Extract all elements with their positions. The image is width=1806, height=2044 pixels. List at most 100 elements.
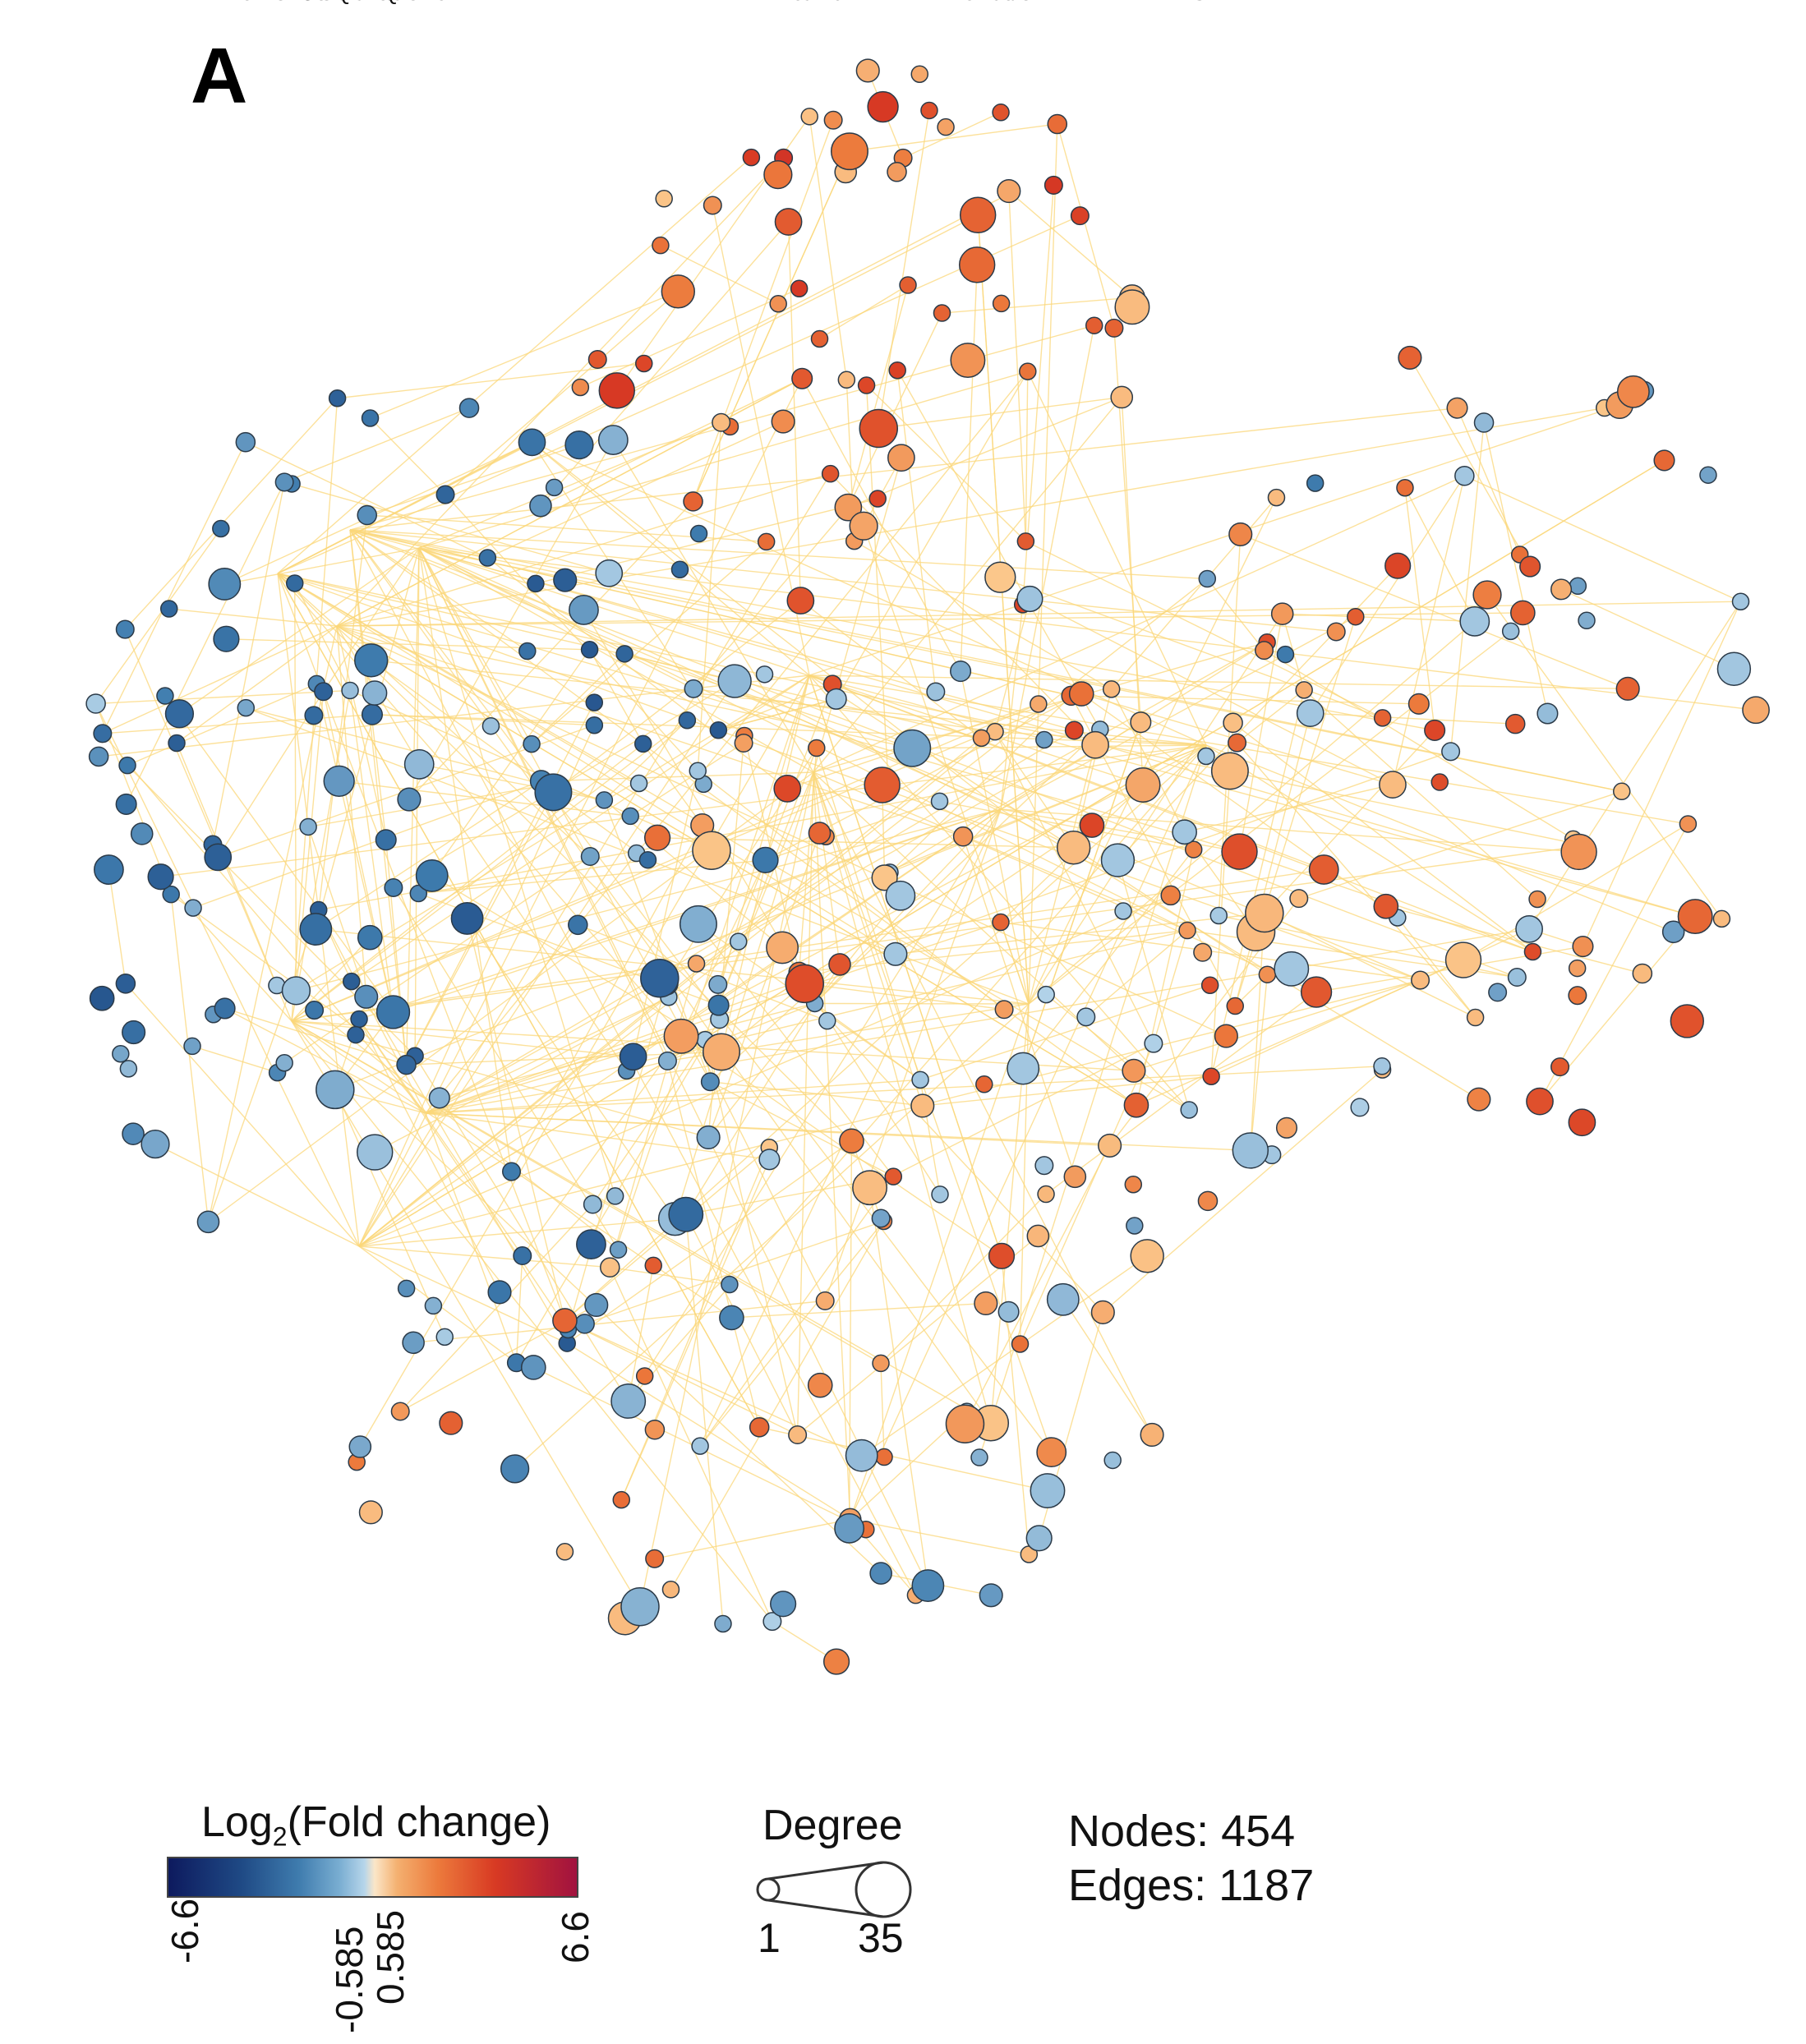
network-edge bbox=[603, 720, 688, 801]
network-node bbox=[1016, 585, 1044, 613]
network-edge bbox=[418, 547, 616, 1197]
network-node bbox=[598, 372, 635, 409]
network-node bbox=[112, 1045, 130, 1063]
network-edge bbox=[366, 444, 580, 516]
network-node bbox=[397, 787, 422, 812]
network-node bbox=[141, 1129, 170, 1159]
network-edge bbox=[1206, 578, 1265, 651]
network-edge bbox=[291, 1020, 773, 1623]
network-node bbox=[1076, 1007, 1096, 1027]
network-edge bbox=[102, 733, 426, 1114]
network-edge bbox=[1085, 930, 1188, 1018]
network-edge bbox=[1008, 191, 1133, 298]
network-node bbox=[615, 645, 633, 663]
network-node bbox=[1130, 711, 1152, 734]
network-edge bbox=[1303, 689, 1538, 900]
network-edge bbox=[994, 731, 1154, 1044]
network-edge bbox=[336, 612, 1523, 627]
node-label: SNRPD2 bbox=[375, 0, 462, 5]
network-edge bbox=[418, 859, 648, 895]
network-edge bbox=[1045, 994, 1190, 1111]
network-node bbox=[830, 132, 868, 171]
node-label: SNRPF bbox=[314, 0, 386, 5]
network-node bbox=[576, 1229, 606, 1260]
network-edge bbox=[170, 894, 210, 1222]
network-edge bbox=[296, 808, 1002, 992]
network-node bbox=[341, 681, 359, 700]
network-node bbox=[1454, 465, 1475, 486]
network-edge bbox=[418, 763, 628, 1071]
network-edge bbox=[154, 1143, 360, 1247]
network-node bbox=[487, 1280, 512, 1305]
network-node bbox=[584, 1292, 609, 1318]
network-node bbox=[534, 773, 573, 812]
network-node bbox=[679, 905, 717, 943]
network-edge bbox=[522, 1035, 682, 1256]
network-edge bbox=[654, 1518, 850, 1559]
network-node bbox=[644, 1419, 666, 1440]
network-edge bbox=[1028, 630, 1512, 1005]
network-edge bbox=[418, 547, 532, 744]
network-node bbox=[1100, 843, 1136, 877]
network-edge bbox=[799, 929, 1188, 974]
network-node bbox=[162, 885, 180, 904]
network-edge bbox=[804, 983, 1005, 1010]
network-node bbox=[1258, 965, 1277, 983]
network-edge bbox=[277, 157, 752, 574]
network-node bbox=[1197, 1190, 1219, 1212]
network-node bbox=[1226, 997, 1244, 1015]
network-node bbox=[304, 706, 324, 725]
network-edge bbox=[809, 674, 1629, 690]
network-node bbox=[585, 693, 604, 711]
colorbar-title: Log2(Fold change) bbox=[201, 1798, 551, 1852]
network-edge bbox=[1409, 357, 1531, 567]
network-node bbox=[347, 1025, 365, 1044]
network-edge bbox=[809, 674, 1689, 825]
network-node bbox=[709, 720, 728, 739]
network-node bbox=[1267, 488, 1286, 507]
network-edge bbox=[277, 441, 532, 574]
network-node bbox=[580, 641, 599, 659]
network-edge bbox=[692, 120, 834, 502]
network-node bbox=[933, 304, 951, 322]
network-node bbox=[518, 428, 546, 457]
network-edge bbox=[813, 397, 1122, 773]
network-node bbox=[1632, 963, 1653, 984]
network-node bbox=[992, 294, 1011, 313]
network-edge bbox=[336, 625, 1137, 1106]
network-node bbox=[1306, 474, 1325, 492]
network-edge bbox=[1028, 620, 1476, 1005]
network-edge bbox=[1264, 912, 1476, 1019]
network-edge bbox=[813, 771, 924, 1107]
network-node bbox=[839, 1128, 864, 1154]
network-node bbox=[1526, 1087, 1554, 1116]
network-edge bbox=[510, 825, 703, 1172]
network-node bbox=[450, 901, 484, 935]
network-edge bbox=[813, 771, 1153, 1435]
network-edge bbox=[878, 110, 930, 429]
network-node bbox=[1122, 1058, 1146, 1083]
network-edge bbox=[349, 529, 1208, 580]
network-node bbox=[652, 236, 670, 255]
network-node bbox=[357, 924, 383, 951]
network-edge bbox=[94, 703, 360, 1247]
network-node bbox=[808, 822, 832, 845]
network-edge bbox=[418, 421, 721, 549]
network-node bbox=[1079, 813, 1105, 838]
network-node bbox=[661, 1581, 680, 1599]
network-node bbox=[574, 1314, 595, 1334]
network-node bbox=[527, 574, 545, 593]
network-node bbox=[1034, 1156, 1054, 1176]
network-edge bbox=[168, 608, 338, 627]
network-node bbox=[564, 430, 594, 460]
network-edge bbox=[349, 529, 1053, 1453]
network-node bbox=[501, 1162, 522, 1181]
network-node bbox=[212, 519, 230, 538]
network-edge bbox=[124, 398, 339, 630]
network-node bbox=[972, 729, 991, 748]
network-node bbox=[1523, 942, 1542, 961]
network-edge bbox=[699, 808, 1002, 1447]
network-node bbox=[1223, 712, 1243, 734]
network-edge bbox=[291, 845, 1586, 1022]
